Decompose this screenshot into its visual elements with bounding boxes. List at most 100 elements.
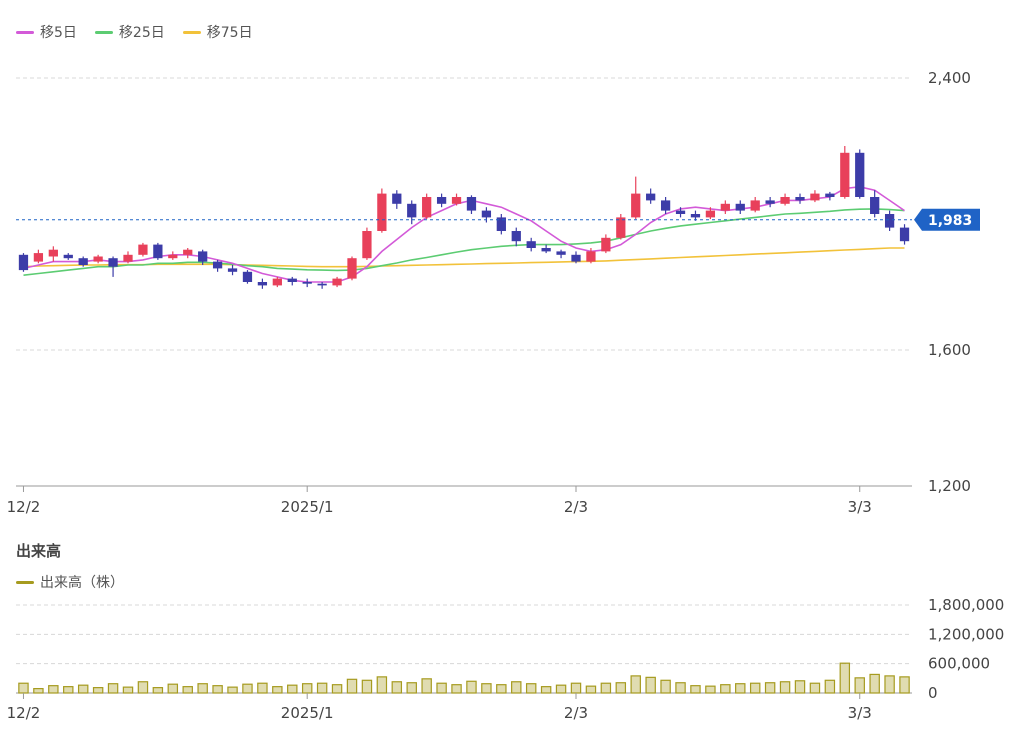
volume-bar <box>122 686 134 694</box>
volume-swatch <box>16 580 34 584</box>
ma-line-ma25 <box>23 208 905 276</box>
volume-bar <box>525 683 537 694</box>
volume-bar <box>615 682 627 694</box>
volume-bar <box>18 682 29 694</box>
volume-bar <box>481 683 492 694</box>
volume-bar <box>77 684 89 694</box>
legend-item-volume[interactable]: 出来高（株） <box>16 572 124 592</box>
candle-body <box>720 203 730 211</box>
candle-body <box>451 197 462 204</box>
candle-body <box>705 210 716 218</box>
volume-bar <box>421 678 432 694</box>
price-legend: 移5日 移25日 移75日 <box>16 22 271 42</box>
volume-bar <box>570 682 582 694</box>
candle-body <box>780 197 790 204</box>
price-y-tick-label: 2,400 <box>928 69 971 87</box>
candle-body <box>825 193 835 197</box>
volume-bar <box>361 679 373 694</box>
candle-body <box>735 203 745 211</box>
volume-bar <box>540 686 552 694</box>
ma5-swatch <box>16 30 34 34</box>
candle-body <box>616 217 626 238</box>
volume-bar <box>376 676 388 694</box>
candle-body <box>586 251 596 262</box>
candle-body <box>108 258 118 267</box>
candle-body <box>511 231 521 242</box>
current-price-label: 1,983 <box>928 213 972 229</box>
candle-body <box>302 282 312 284</box>
volume-bar <box>690 685 701 694</box>
volume-bar <box>107 683 119 694</box>
price-x-tick-label: 2025/1 <box>281 498 334 516</box>
legend-label-ma25: 移25日 <box>118 25 165 41</box>
volume-bar <box>212 685 223 694</box>
price-x-tick-label: 2/3 <box>564 498 588 516</box>
candle-body <box>765 200 775 204</box>
candle-body <box>631 193 641 218</box>
price-x-tick-label: 3/3 <box>848 498 872 516</box>
volume-bar <box>301 683 313 694</box>
volume-bar <box>63 686 74 694</box>
volume-bar <box>660 679 671 694</box>
legend-item-ma75[interactable]: 移75日 <box>182 22 253 42</box>
volume-bar <box>316 682 328 694</box>
candle-body <box>78 258 88 265</box>
candle-body <box>407 203 417 218</box>
candle-body <box>690 214 701 218</box>
candle-body <box>899 227 910 242</box>
candle-body <box>257 282 268 286</box>
volume-bar <box>585 685 597 694</box>
legend-label-volume: 出来高（株） <box>40 575 124 591</box>
current-price-tag <box>914 208 980 231</box>
ma75-swatch <box>182 30 201 34</box>
volume-bar <box>92 687 104 694</box>
volume-bar <box>137 681 149 694</box>
candle-body <box>571 254 581 262</box>
volume-bar <box>272 686 283 694</box>
volume-bar <box>451 684 462 694</box>
volume-bar <box>854 677 865 694</box>
candle-body <box>198 251 208 262</box>
legend-label-ma5: 移5日 <box>40 25 77 41</box>
legend-item-ma25[interactable]: 移25日 <box>94 22 165 42</box>
ma-line-ma75 <box>23 247 905 268</box>
legend-label-ma75: 移75日 <box>206 25 253 41</box>
candle-body <box>183 249 193 255</box>
candle-body <box>496 217 506 231</box>
volume-bar <box>809 682 821 694</box>
volume-bar <box>152 687 164 694</box>
candle-body <box>392 193 402 204</box>
candle-body <box>153 244 163 259</box>
volume-bar <box>436 682 447 694</box>
candle-body <box>18 254 29 271</box>
volume-bar <box>167 683 179 694</box>
candle-body <box>212 261 223 269</box>
legend-item-ma5[interactable]: 移5日 <box>16 22 77 42</box>
candle-body <box>646 193 656 201</box>
candle-body <box>168 254 178 259</box>
price-x-tick-label: 12/2 <box>7 498 41 516</box>
volume-bar <box>794 680 806 694</box>
volume-x-tick-label: 3/3 <box>848 704 872 722</box>
volume-bar <box>675 682 686 694</box>
candle-body <box>855 152 865 197</box>
volume-y-tick-label: 1,800,000 <box>928 596 1004 614</box>
volume-bar <box>869 673 880 694</box>
candle-body <box>33 253 44 262</box>
candle-body <box>870 197 880 214</box>
volume-bar <box>630 675 641 694</box>
candle-body <box>317 283 327 286</box>
volume-bar <box>331 684 343 694</box>
candle-body <box>362 231 372 259</box>
volume-bar <box>899 676 910 694</box>
candle-body <box>63 254 73 259</box>
volume-bar <box>884 675 895 694</box>
volume-bar <box>346 678 358 694</box>
volume-bar <box>257 682 268 694</box>
volume-bar <box>779 681 791 694</box>
candle-body <box>795 197 805 201</box>
candle-body <box>541 248 551 252</box>
candle-body <box>227 268 238 272</box>
volume-bar <box>391 681 403 694</box>
